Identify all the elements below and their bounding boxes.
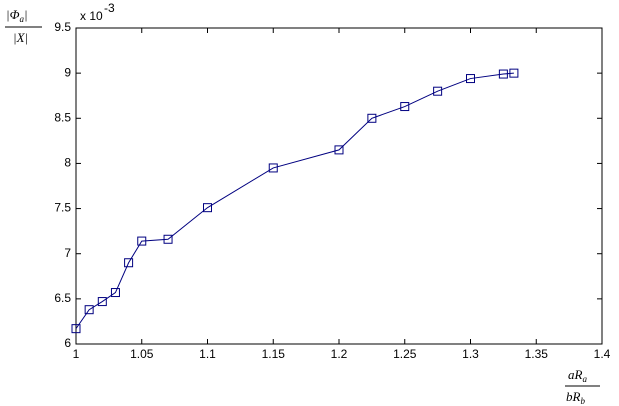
y-tick-label: 9 — [64, 65, 71, 79]
y-tick-label: 7 — [64, 246, 71, 260]
marker — [334, 145, 344, 155]
y-tick-label: 8.5 — [54, 110, 71, 124]
x-tick-label: 1.2 — [331, 347, 348, 361]
marker — [400, 102, 410, 112]
marker — [163, 234, 173, 244]
x-label-numerator: aRa — [568, 367, 587, 384]
y-tick-label: 9.5 — [54, 20, 71, 34]
marker — [97, 297, 107, 307]
marker — [498, 69, 508, 79]
marker — [71, 324, 81, 334]
y-label-numerator: |Φa| — [6, 7, 28, 24]
x-tick-label: 1.15 — [262, 347, 286, 361]
marker — [203, 203, 212, 213]
x-tick-label: 1.1 — [199, 347, 216, 361]
marker — [466, 74, 475, 84]
y-tick-label: 6.5 — [54, 291, 71, 305]
x-tick-label: 1 — [73, 347, 80, 361]
marker — [84, 305, 94, 315]
marker — [433, 86, 443, 96]
line — [75, 72, 514, 329]
x-tick-label: 1.35 — [525, 347, 549, 361]
y-label-denominator: |X| — [13, 30, 28, 45]
marker — [268, 163, 278, 173]
x-tick-label: 1.05 — [130, 347, 154, 361]
marker — [367, 113, 377, 123]
x-tick-label: 1.25 — [393, 347, 417, 361]
x-tick-label: 1.4 — [594, 347, 611, 361]
plot-area — [75, 27, 603, 345]
x-tick-label: 1.3 — [462, 347, 479, 361]
y-tick-label: 8 — [64, 156, 71, 170]
y-scale-base: x 10 — [80, 9, 103, 23]
marker — [124, 258, 134, 268]
marker — [509, 68, 519, 78]
y-scale-exponent: -3 — [104, 1, 115, 15]
x-label-denominator: bRb — [566, 389, 585, 406]
marker — [110, 288, 120, 298]
y-tick-label: 7.5 — [54, 201, 71, 215]
y-tick-label: 6 — [64, 336, 71, 350]
marker — [137, 236, 147, 246]
